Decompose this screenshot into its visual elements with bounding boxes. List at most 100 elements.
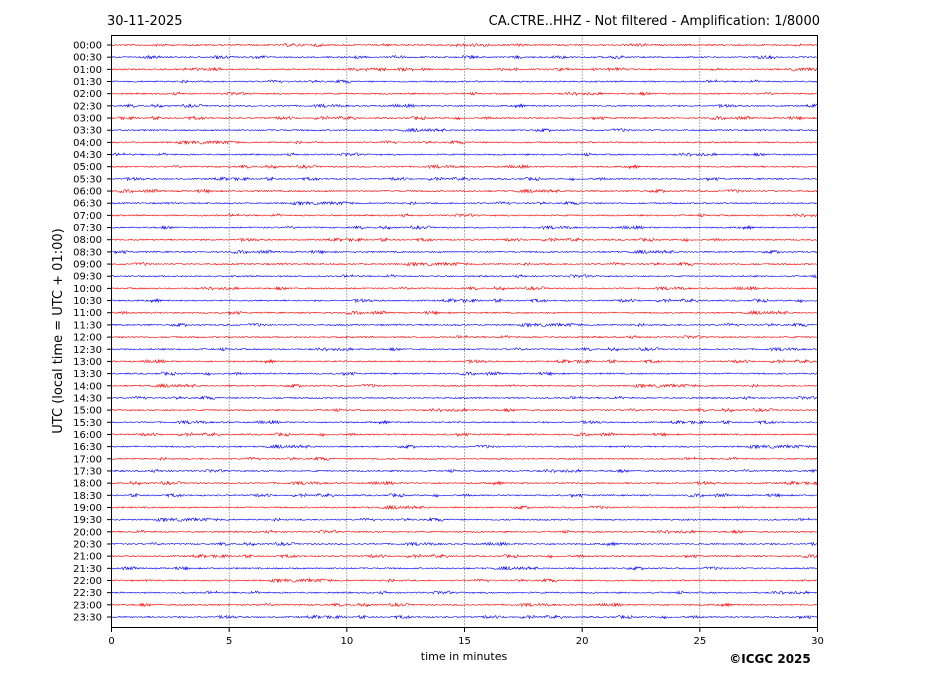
traces: [111, 42, 818, 620]
trace-1630: [111, 443, 818, 450]
y-tick-label: 21:30: [73, 564, 102, 575]
y-tick-label: 01:00: [73, 65, 102, 76]
chart-title: CA.CTRE..HHZ - Not filtered - Amplificat…: [489, 14, 820, 29]
trace-1300: [111, 358, 818, 365]
trace-2230: [111, 590, 818, 595]
trace-1130: [111, 322, 818, 328]
x-tick-label: 5: [226, 636, 232, 647]
trace-2330: [111, 614, 818, 620]
plot-frame: [111, 35, 818, 628]
trace-2130: [111, 565, 818, 572]
trace-0300: [111, 115, 818, 121]
trace-0230: [111, 103, 818, 109]
trace-0200: [111, 91, 818, 97]
trace-0830: [111, 249, 818, 255]
y-tick-label: 00:30: [73, 53, 102, 64]
trace-0600: [111, 188, 818, 194]
trace-0930: [111, 273, 818, 279]
trace-0330: [111, 127, 818, 133]
y-tick-label: 13:30: [73, 369, 102, 380]
y-tick-label: 11:00: [73, 308, 102, 319]
trace-1800: [111, 480, 818, 486]
trace-1600: [111, 431, 818, 438]
trace-2200: [111, 577, 818, 584]
trace-0430: [111, 152, 818, 158]
x-tick-label: 15: [458, 636, 471, 647]
trace-0000: [111, 42, 818, 48]
y-tick-label: 05:30: [73, 174, 102, 185]
y-tick-label: 10:00: [73, 284, 102, 295]
y-tick-label: 09:00: [73, 260, 102, 271]
trace-1200: [111, 334, 818, 340]
trace-0630: [111, 200, 818, 206]
trace-2030: [111, 541, 818, 547]
trace-0900: [111, 261, 818, 267]
y-tick-label: 11:30: [73, 320, 102, 331]
y-tick-label: 06:00: [73, 187, 102, 198]
y-tick-label: 17:00: [73, 454, 102, 465]
y-tick-label: 02:00: [73, 89, 102, 100]
y-tick-label: 12:00: [73, 333, 102, 344]
y-tick-label: 14:00: [73, 381, 102, 392]
trace-1430: [111, 395, 818, 401]
y-tick-label: 18:30: [73, 491, 102, 502]
trace-0130: [111, 78, 818, 84]
y-tick-label: 02:30: [73, 101, 102, 112]
y-tick-label: 23:00: [73, 600, 102, 611]
y-tick-label: 05:00: [73, 162, 102, 173]
trace-0030: [111, 54, 818, 60]
y-tick-label: 17:30: [73, 466, 102, 477]
y-tick-label: 07:00: [73, 211, 102, 222]
y-tick-label: 04:00: [73, 138, 102, 149]
trace-1330: [111, 371, 818, 377]
y-tick-label: 10:30: [73, 296, 102, 307]
y-tick-label: 15:00: [73, 406, 102, 417]
x-tick-label: 10: [340, 636, 353, 647]
y-tick-label: 06:30: [73, 199, 102, 210]
trace-1900: [111, 504, 818, 510]
y-tick-label: 08:00: [73, 235, 102, 246]
y-tick-label: 22:00: [73, 576, 102, 587]
y-axis-label: UTC (local time = UTC + 01:00): [51, 228, 66, 433]
trace-1000: [111, 285, 818, 291]
trace-1100: [111, 310, 818, 316]
trace-2000: [111, 529, 818, 535]
trace-1400: [111, 383, 818, 389]
y-tick-label: 18:00: [73, 479, 102, 490]
y-tick-label: 23:30: [73, 613, 102, 624]
y-tick-label: 19:30: [73, 515, 102, 526]
trace-1700: [111, 456, 818, 462]
y-tick-label: 21:00: [73, 552, 102, 563]
trace-0100: [111, 66, 818, 72]
trace-0500: [111, 163, 818, 170]
trace-2100: [111, 553, 818, 559]
x-tick-label: 0: [108, 636, 114, 647]
trace-1030: [111, 297, 818, 304]
trace-1530: [111, 419, 818, 425]
trace-1230: [111, 346, 818, 352]
y-tick-label: 20:00: [73, 527, 102, 538]
y-tick-label: 15:30: [73, 418, 102, 429]
y-tick-label: 03:00: [73, 114, 102, 125]
y-tick-label: 13:00: [73, 357, 102, 368]
trace-2300: [111, 602, 818, 608]
trace-1500: [111, 407, 818, 413]
x-axis-label: time in minutes: [421, 650, 508, 663]
trace-0530: [111, 176, 818, 182]
trace-0730: [111, 224, 818, 231]
copyright: ©ICGC 2025: [729, 652, 811, 666]
x-tick-label: 25: [693, 636, 706, 647]
trace-0700: [111, 212, 818, 218]
trace-1730: [111, 468, 818, 474]
y-tick-label: 14:30: [73, 393, 102, 404]
x-tick-label: 30: [811, 636, 824, 647]
y-tick-label: 01:30: [73, 77, 102, 88]
y-tick-label: 16:00: [73, 430, 102, 441]
y-tick-label: 19:00: [73, 503, 102, 514]
y-tick-label: 22:30: [73, 588, 102, 599]
y-tick-label: 12:30: [73, 345, 102, 356]
y-tick-label: 04:30: [73, 150, 102, 161]
y-tick-label: 03:30: [73, 126, 102, 137]
